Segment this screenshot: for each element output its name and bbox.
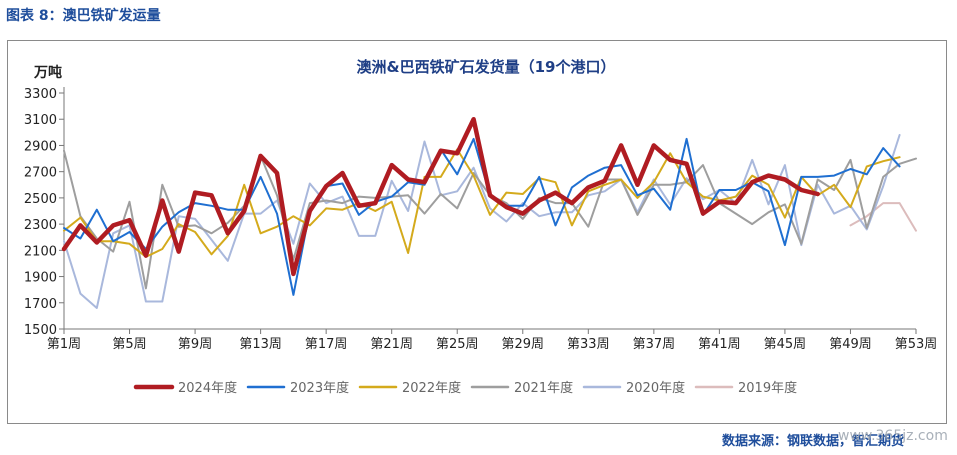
y-tick-label: 1500 bbox=[24, 323, 57, 338]
legend-label: 2023年度 bbox=[290, 380, 349, 396]
y-tick-label: 3100 bbox=[24, 113, 57, 128]
y-tick-label: 2700 bbox=[24, 166, 57, 181]
legend-label: 2019年度 bbox=[738, 380, 797, 396]
x-tick-label: 第33周 bbox=[567, 337, 610, 352]
x-tick-label: 第9周 bbox=[178, 337, 212, 352]
x-tick-label: 第53周 bbox=[895, 337, 938, 352]
x-tick-label: 第13周 bbox=[239, 337, 282, 352]
series-line-2024年度 bbox=[61, 116, 820, 277]
legend-label: 2020年度 bbox=[626, 380, 685, 396]
x-tick-label: 第17周 bbox=[305, 337, 348, 352]
series-lines bbox=[61, 116, 917, 309]
x-tick-label: 第37周 bbox=[633, 337, 676, 352]
y-tick-label: 2500 bbox=[24, 192, 57, 207]
chart-panel: 澳洲&巴西铁矿石发货量（19个港口） 万吨 1500 1700 1900 2100 23… bbox=[7, 40, 947, 424]
x-axis: 第1周 第5周 第9周 第13周 第17周 第21周 第25周 第29周 第33周 第37周 第41… bbox=[47, 328, 938, 352]
data-source: 数据来源：钢联数据，智汇期货 bbox=[722, 434, 905, 449]
legend-label: 2022年度 bbox=[402, 380, 461, 396]
y-tick-label: 1700 bbox=[24, 297, 57, 312]
series-line-2019年度 bbox=[849, 202, 917, 232]
series-line-2021年度 bbox=[63, 149, 917, 290]
y-tick-label: 3300 bbox=[24, 87, 57, 102]
figure-caption: 图表 8：澳巴铁矿发运量 bbox=[6, 8, 161, 24]
x-tick-label: 第1周 bbox=[47, 337, 81, 352]
y-tick-label: 2100 bbox=[24, 244, 57, 259]
x-tick-label: 第41周 bbox=[698, 337, 741, 352]
x-tick-label: 第5周 bbox=[112, 337, 146, 352]
watermark: www.365jz.com bbox=[838, 428, 948, 444]
x-tick-label: 第45周 bbox=[764, 337, 807, 352]
y-tick-label: 2900 bbox=[24, 139, 57, 154]
x-tick-label: 第49周 bbox=[829, 337, 872, 352]
legend: 2024年度 2023年度 2022年度 2021年度 2020年度 2019年度 bbox=[133, 380, 797, 396]
x-tick-label: 第21周 bbox=[370, 337, 413, 352]
legend-label: 2021年度 bbox=[514, 380, 573, 396]
y-unit-label: 万吨 bbox=[33, 64, 62, 81]
chart-title: 澳洲&巴西铁矿石发货量（19个港口） bbox=[357, 58, 616, 76]
x-tick-label: 第25周 bbox=[436, 337, 479, 352]
x-tick-label: 第29周 bbox=[501, 337, 544, 352]
y-tick-label: 1900 bbox=[24, 271, 57, 286]
legend-label: 2024年度 bbox=[178, 380, 237, 396]
y-axis: 1500 1700 1900 2100 2300 2500 2700 2900 3100 3300 bbox=[24, 87, 65, 338]
line-chart: 澳洲&巴西铁矿石发货量（19个港口） 万吨 1500 1700 1900 2100 23… bbox=[24, 58, 938, 396]
y-tick-label: 2300 bbox=[24, 218, 57, 233]
